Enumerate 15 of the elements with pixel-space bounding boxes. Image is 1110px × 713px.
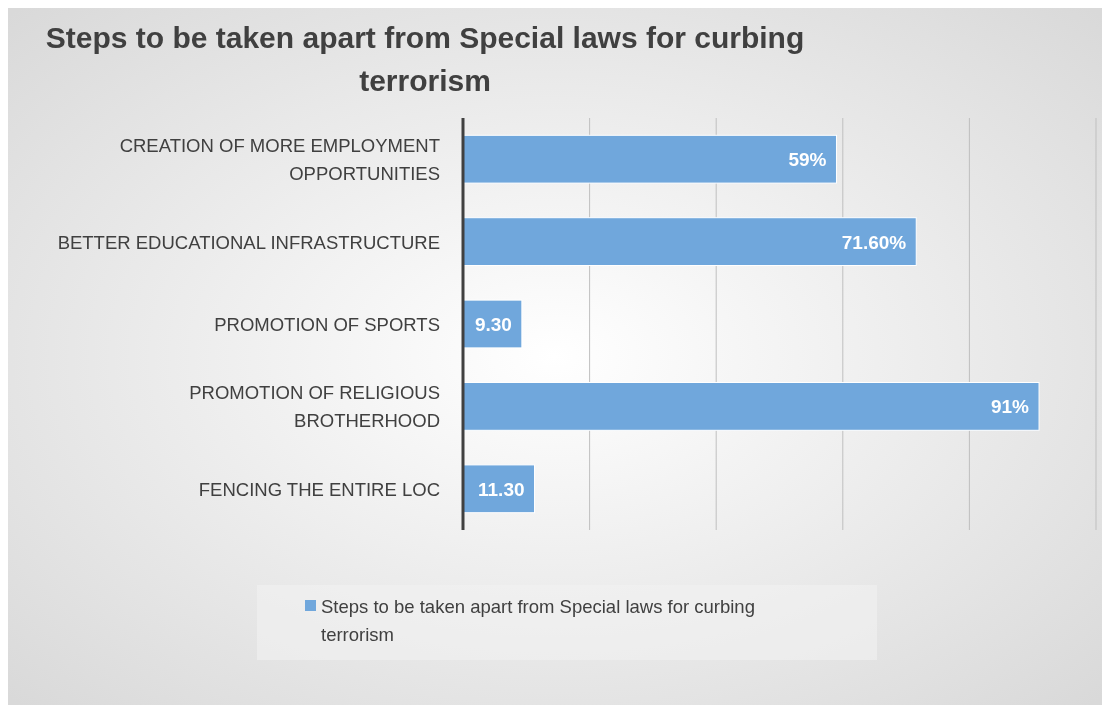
y-tick-label: FENCING THE ENTIRE LOC	[198, 478, 440, 500]
text: Steps to be taken apart from Special laws for curbing terrorism	[321, 596, 755, 645]
data-label: 11.30	[478, 478, 525, 500]
y-tick-label: PROMOTION OF RELIGIOUS BROTHERHOOD	[189, 382, 440, 432]
chart-title: Steps to be taken apart from Special laws for curbing terrorism	[45, 21, 805, 97]
data-label: 71.60%	[841, 231, 907, 253]
bar	[462, 217, 917, 266]
y-tick-label: BETTER EDUCATIONAL INFRASTRUCTURE	[57, 231, 440, 253]
bar	[462, 134, 837, 184]
data-label: 9.30	[474, 314, 512, 335]
data-label: 59%	[788, 149, 827, 171]
bar	[462, 382, 1040, 431]
data-label: 91%	[991, 396, 1030, 418]
y-tick-label: PROMOTION OF SPORTS	[214, 314, 440, 335]
y-tick-label: CREATION OF MORE EMPLOYMENT OPPORTUNITIES	[119, 135, 440, 185]
